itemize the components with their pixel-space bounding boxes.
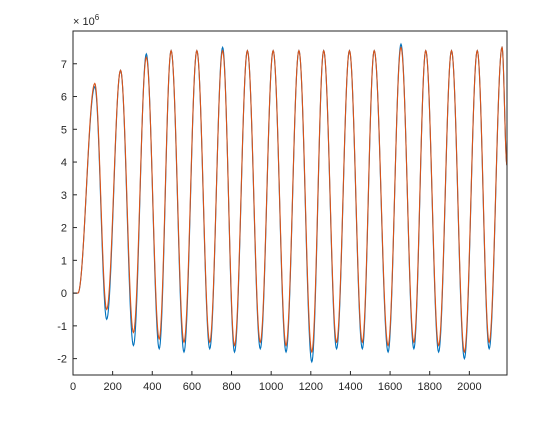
x-tick-label: 400 — [143, 381, 161, 393]
x-tick-label: 1600 — [378, 381, 402, 393]
series-line-orange — [73, 45, 507, 354]
x-tick-label: 1000 — [259, 381, 283, 393]
y-exponent-label: × 106 — [73, 13, 100, 28]
x-tick-label: 0 — [70, 381, 76, 393]
x-tick-label: 1200 — [299, 381, 323, 393]
x-tick-label: 1400 — [338, 381, 362, 393]
y-exponent-base: × 10 — [73, 16, 95, 28]
y-tick-label: 7 — [61, 59, 67, 71]
y-exponent-power: 6 — [95, 13, 100, 22]
x-tick-label: 800 — [222, 381, 240, 393]
y-tick-label: 6 — [61, 92, 67, 104]
y-tick-label: 1 — [61, 255, 67, 267]
x-tick-label: 1800 — [417, 381, 441, 393]
y-tick-label: -1 — [57, 321, 67, 333]
x-tick-label: 2000 — [457, 381, 481, 393]
x-tick-label: 600 — [183, 381, 201, 393]
x-tick-label: 200 — [103, 381, 121, 393]
tick-layer: 0 200 400 600 800 1000 1200 1400 1600 1800 2000 -2 -… — [57, 59, 481, 393]
y-tick-label: 2 — [61, 223, 67, 235]
series-layer — [73, 42, 507, 364]
y-tick-label: 4 — [61, 157, 67, 169]
axes-box — [72, 30, 508, 376]
series-clip-group — [73, 42, 507, 364]
y-tick-label: 0 — [61, 288, 67, 300]
y-tick-label: 5 — [61, 124, 67, 136]
y-tick-label: -2 — [57, 354, 67, 366]
y-tick-label: 3 — [61, 190, 67, 202]
series-line-blue — [73, 42, 507, 364]
